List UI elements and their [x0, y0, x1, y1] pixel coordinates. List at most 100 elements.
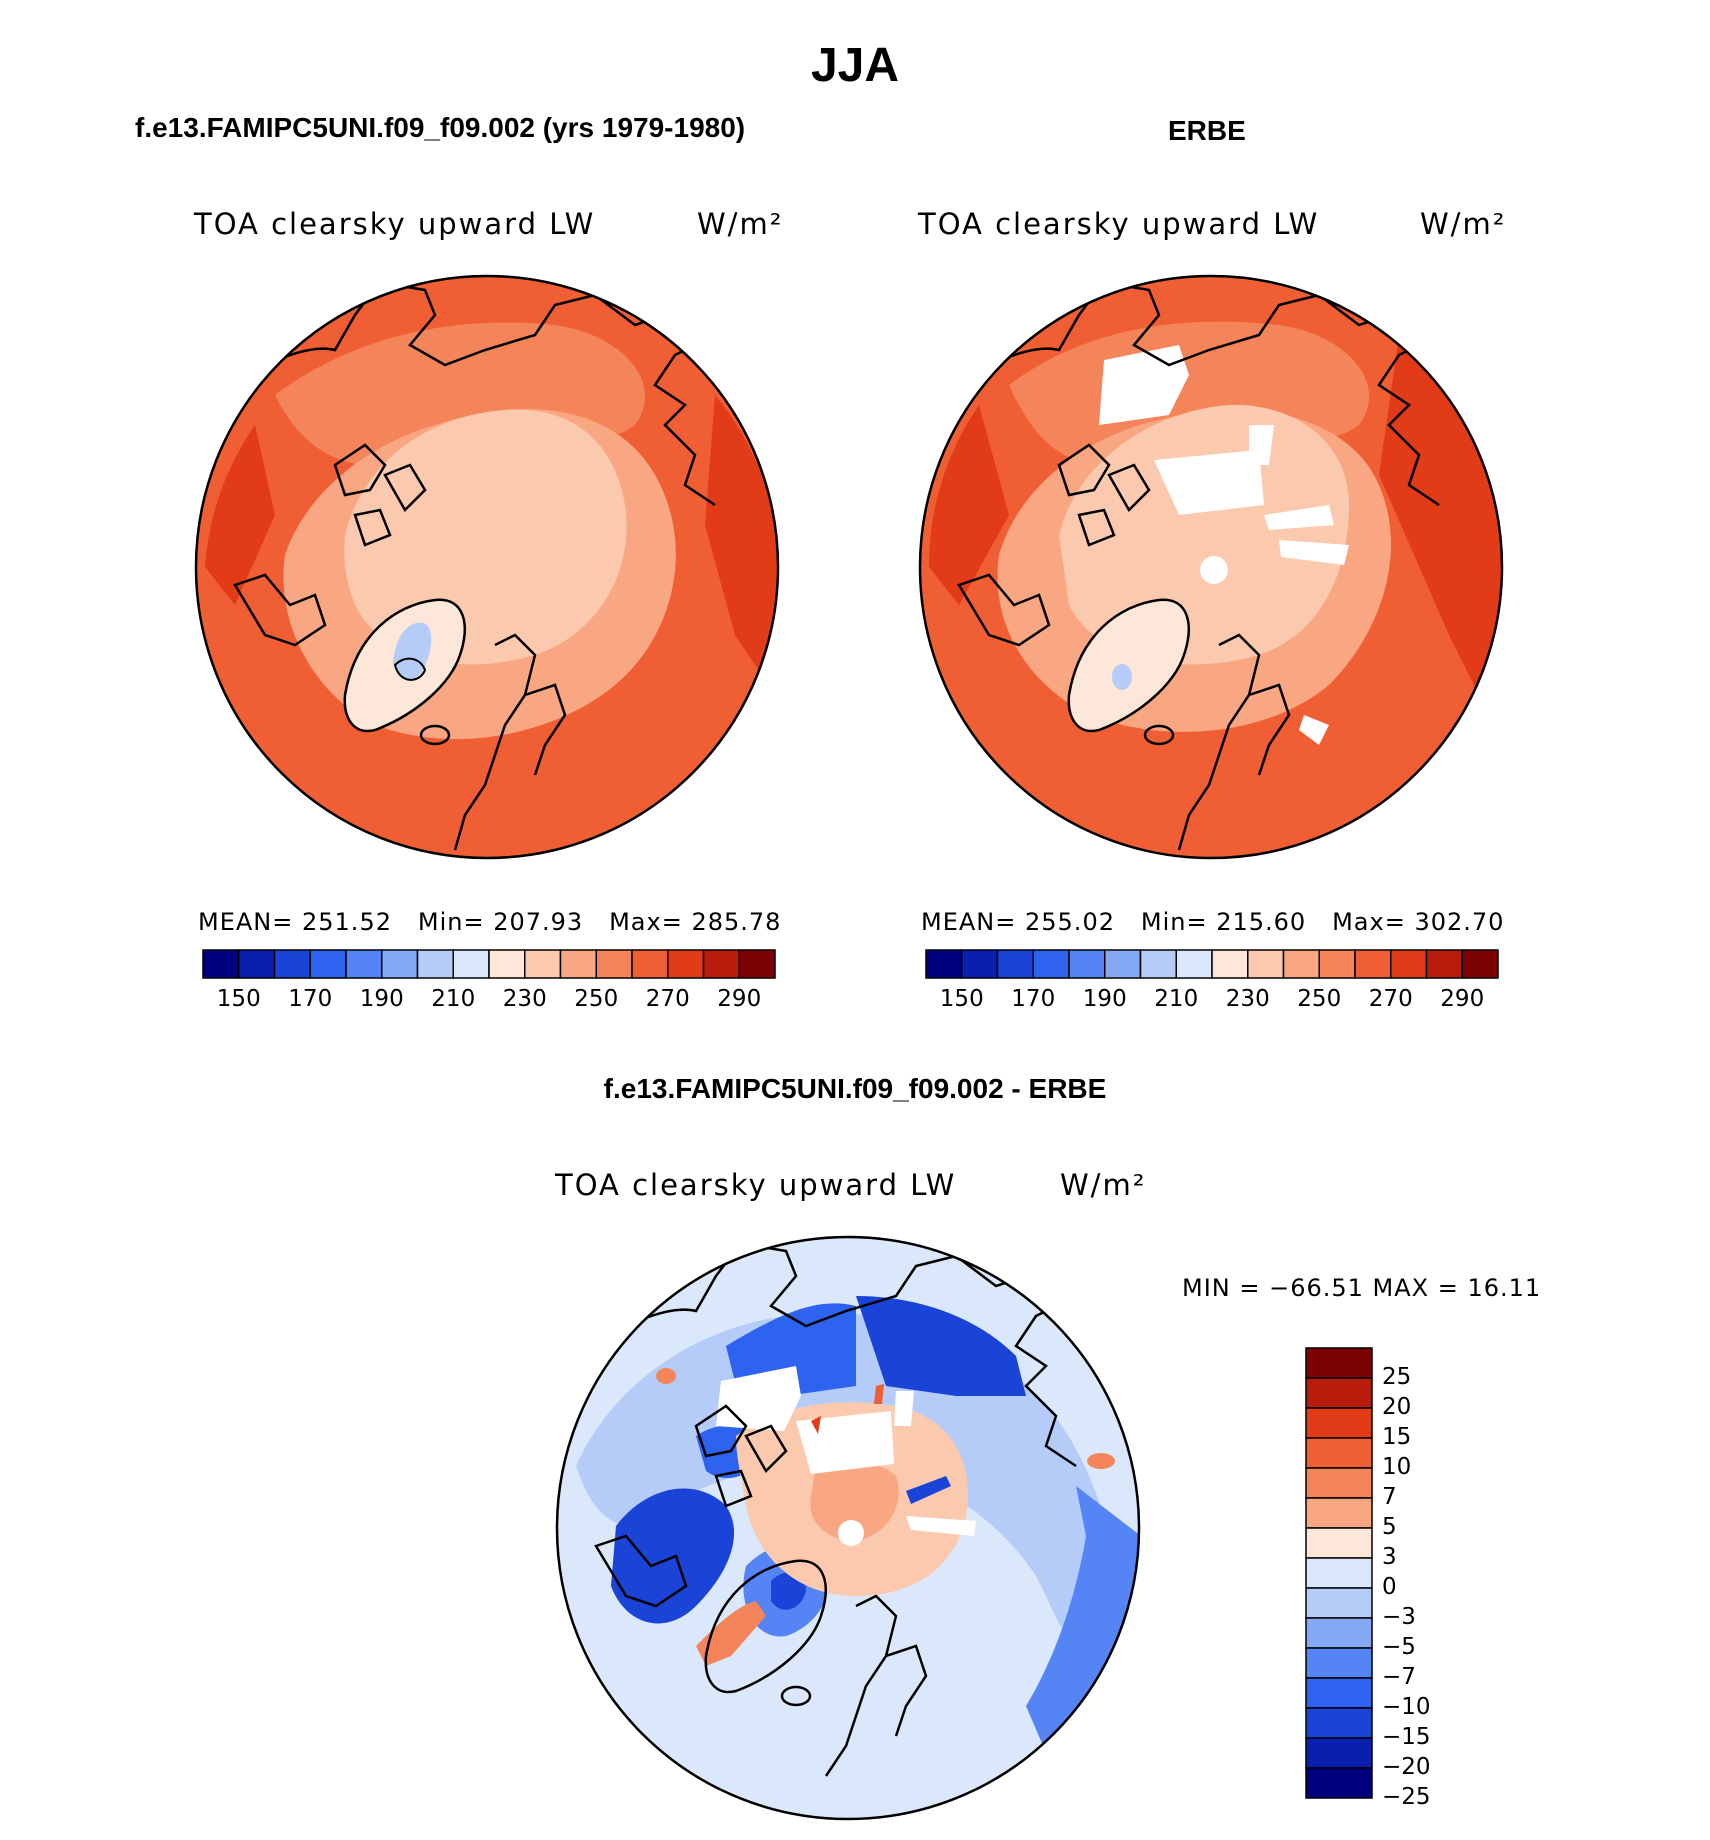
panel1-field-label: TOA clearsky upward LW [194, 207, 596, 241]
colorbar-tick-label: 5 [1382, 1514, 1397, 1540]
colorbar-swatch [631, 949, 669, 979]
colorbar-swatch [1305, 1647, 1373, 1679]
colorbar-tick-label: 150 [216, 986, 261, 1012]
colorbar-swatch [667, 949, 705, 979]
panel2-field-label: TOA clearsky upward LW [918, 207, 1320, 241]
colorbar-swatch [925, 949, 963, 979]
colorbar-swatch [1305, 1377, 1373, 1409]
colorbar-swatch [1305, 1437, 1373, 1469]
colorbar-tick-label: 0 [1382, 1574, 1397, 1600]
panel2-units: W/m² [1420, 207, 1507, 241]
colorbar-tick-label: 270 [1368, 986, 1413, 1012]
colorbar-swatch [559, 949, 597, 979]
panel2-max-value: 302.70 [1414, 908, 1505, 936]
panel2-colorbar [925, 949, 1499, 979]
panel1-polar-map [194, 274, 780, 860]
colorbar-swatch [202, 949, 240, 979]
colorbar-tick-label: −3 [1382, 1604, 1416, 1630]
panel1-max-label: Max= [609, 908, 683, 936]
colorbar-swatch [1305, 1497, 1373, 1529]
colorbar-swatch [1305, 1617, 1373, 1649]
colorbar-tick-label: 270 [645, 986, 690, 1012]
colorbar-swatch [1305, 1707, 1373, 1739]
panel1-min-label: Min= [417, 908, 485, 936]
colorbar-swatch [1139, 949, 1177, 979]
colorbar-swatch [1211, 949, 1249, 979]
panel2-stats: MEAN= 255.02 Min= 215.60 Max= 302.70 [921, 908, 1504, 936]
colorbar-swatch [309, 949, 347, 979]
colorbar-tick-label: −15 [1382, 1724, 1431, 1750]
panel2-mean-label: MEAN= [921, 908, 1017, 936]
colorbar-swatch [1390, 949, 1428, 979]
colorbar-tick-label: −7 [1382, 1664, 1416, 1690]
colorbar-swatch [273, 949, 311, 979]
panel2-polar-map [918, 274, 1504, 860]
colorbar-swatch [996, 949, 1034, 979]
colorbar-swatch [1175, 949, 1213, 979]
colorbar-tick-label: 290 [1440, 986, 1485, 1012]
colorbar-tick-label: 150 [939, 986, 984, 1012]
panel3-field-label: TOA clearsky upward LW [555, 1168, 957, 1202]
panel1-mean-value: 251.52 [302, 908, 392, 936]
colorbar-swatch [1305, 1557, 1373, 1589]
colorbar-tick-label: 250 [1297, 986, 1342, 1012]
panel3-polar-map [555, 1235, 1141, 1821]
colorbar-swatch [1354, 949, 1392, 979]
colorbar-tick-label: 190 [359, 986, 404, 1012]
colorbar-swatch [1305, 1467, 1373, 1499]
colorbar-swatch [238, 949, 276, 979]
colorbar-swatch [702, 949, 740, 979]
colorbar-swatch [961, 949, 999, 979]
colorbar-tick-label: 230 [1225, 986, 1270, 1012]
panel2-mean-value: 255.02 [1025, 908, 1115, 936]
colorbar-tick-label: 170 [1011, 986, 1056, 1012]
panel3-minmax: MIN = −66.51 MAX = 16.11 [1182, 1274, 1542, 1302]
figure-title: JJA [810, 39, 900, 92]
colorbar-swatch [1305, 1767, 1373, 1799]
panel2-title: ERBE [1168, 115, 1246, 146]
colorbar-tick-label: −5 [1382, 1634, 1416, 1660]
colorbar-tick-label: 10 [1382, 1454, 1412, 1480]
colorbar-tick-label: 170 [288, 986, 333, 1012]
colorbar-tick-label: 25 [1382, 1364, 1412, 1390]
colorbar-swatch [595, 949, 633, 979]
colorbar-swatch [1247, 949, 1285, 979]
colorbar-swatch [1305, 1527, 1373, 1559]
colorbar-swatch [1305, 1347, 1373, 1379]
colorbar-swatch [1318, 949, 1356, 979]
colorbar-swatch [1425, 949, 1463, 979]
colorbar-tick-label: 230 [502, 986, 547, 1012]
colorbar-swatch [524, 949, 562, 979]
panel2-min-label: Min= [1140, 908, 1208, 936]
colorbar-tick-label: 15 [1382, 1424, 1412, 1450]
panel3-colorbar [1305, 1347, 1373, 1799]
colorbar-tick-label: 190 [1082, 986, 1127, 1012]
panel1-colorbar [202, 949, 776, 979]
colorbar-swatch [1032, 949, 1070, 979]
colorbar-tick-label: 290 [717, 986, 762, 1012]
panel1-min-value: 207.93 [493, 908, 584, 936]
colorbar-tick-label: −25 [1382, 1784, 1431, 1810]
colorbar-tick-label: 210 [431, 986, 476, 1012]
panel1-units: W/m² [697, 207, 784, 241]
panel1-mean-label: MEAN= [198, 908, 294, 936]
panel2-min-value: 215.60 [1216, 908, 1307, 936]
colorbar-tick-label: 210 [1154, 986, 1199, 1012]
colorbar-swatch [488, 949, 526, 979]
colorbar-swatch [452, 949, 490, 979]
colorbar-swatch [345, 949, 383, 979]
panel1-max-value: 285.78 [691, 908, 782, 936]
colorbar-tick-label: 7 [1382, 1484, 1397, 1510]
colorbar-tick-label: −20 [1382, 1754, 1431, 1780]
panel3-title: f.e13.FAMIPC5UNI.f09_f09.002 - ERBE [603, 1073, 1107, 1104]
colorbar-swatch [1305, 1407, 1373, 1439]
colorbar-swatch [738, 949, 776, 979]
colorbar-swatch [416, 949, 454, 979]
colorbar-tick-label: 20 [1382, 1394, 1412, 1420]
colorbar-tick-label: 3 [1382, 1544, 1397, 1570]
colorbar-swatch [1104, 949, 1142, 979]
colorbar-tick-label: 250 [574, 986, 619, 1012]
panel2-max-label: Max= [1332, 908, 1406, 936]
colorbar-tick-label: −10 [1382, 1694, 1431, 1720]
colorbar-swatch [1068, 949, 1106, 979]
